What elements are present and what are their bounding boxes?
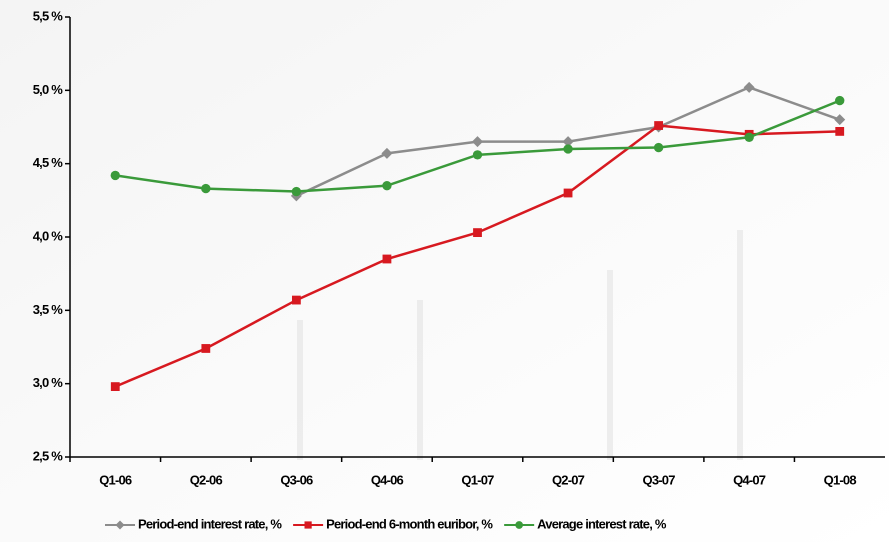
marker (835, 127, 845, 136)
marker (654, 121, 664, 130)
marker (743, 81, 755, 93)
marker (653, 142, 664, 153)
y-tick-label: 2,5 % (33, 448, 63, 463)
marker (291, 295, 301, 305)
y-tick-label: 4,5 % (33, 155, 63, 170)
y-tick-label: 4,0 % (33, 228, 63, 243)
marker (201, 344, 211, 353)
marker (562, 136, 574, 148)
x-tick-label: Q1-08 (824, 472, 857, 487)
legend-label: Average interest rate, % (537, 516, 667, 531)
marker (515, 521, 523, 529)
x-tick-label: Q3-07 (643, 472, 676, 487)
marker (744, 132, 754, 142)
x-tick-label: Q2-06 (190, 472, 223, 487)
marker (381, 147, 393, 159)
y-tick-label: 5,0 % (33, 82, 63, 97)
legend-label: Period-end interest rate, % (138, 516, 282, 531)
x-tick-label: Q1-06 (99, 472, 132, 487)
legend-label: Period-end 6-month euribor, % (326, 516, 493, 531)
marker (382, 180, 392, 191)
marker (110, 170, 120, 181)
marker (473, 228, 482, 237)
x-tick-label: Q1-07 (461, 472, 494, 487)
marker (563, 144, 573, 154)
marker (291, 186, 302, 197)
y-tick-label: 3,0 % (33, 375, 63, 390)
x-tick-label: Q2-07 (552, 472, 585, 487)
x-tick-label: Q4-07 (733, 472, 766, 487)
y-tick-label: 5,5 % (33, 8, 63, 23)
x-tick-label: Q3-06 (280, 472, 313, 487)
y-tick-label: 3,5 % (33, 302, 63, 317)
background-decoration (297, 230, 743, 460)
marker (472, 136, 483, 148)
marker (563, 188, 573, 198)
marker (201, 183, 211, 194)
marker (110, 382, 120, 391)
marker (115, 520, 125, 530)
x-tick-label: Q4-06 (371, 472, 404, 487)
marker (834, 114, 846, 126)
marker (472, 150, 483, 160)
marker (835, 95, 845, 106)
marker (382, 254, 392, 264)
marker (304, 521, 312, 529)
